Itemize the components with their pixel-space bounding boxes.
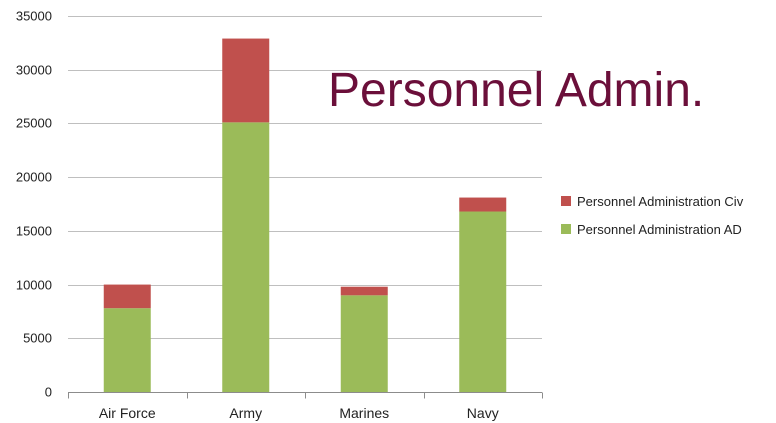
x-tick-label: Army (229, 405, 262, 421)
bar-personnel-administration-ad-air-force (103, 308, 151, 392)
bar-personnel-administration-ad-marines (340, 295, 388, 392)
legend-label: Personnel Administration Civ (577, 194, 744, 209)
tick-labels: 0 5000 10000 15000 20000 25000 30000 35000 Air F… (16, 9, 499, 422)
bar-personnel-administration-civ-marines (340, 286, 388, 296)
bar-personnel-administration-civ-navy (459, 197, 507, 212)
x-tick-label: Air Force (99, 405, 156, 421)
x-tick-label: Navy (467, 405, 499, 421)
y-tick-label: 15000 (16, 224, 52, 239)
legend-label: Personnel Administration AD (577, 222, 742, 237)
legend: Personnel Administration Civ Personnel Ad… (561, 194, 744, 237)
y-tick-label: 30000 (16, 63, 52, 78)
x-tick-label: Marines (339, 405, 389, 421)
bars (103, 38, 507, 393)
y-tick-label: 35000 (16, 9, 52, 24)
legend-swatch (561, 196, 571, 206)
bar-personnel-administration-civ-air-force (103, 284, 151, 309)
y-tick-label: 20000 (16, 170, 52, 185)
y-tick-label: 10000 (16, 278, 52, 293)
bar-personnel-administration-ad-navy (459, 211, 507, 392)
y-tick-label: 25000 (16, 116, 52, 131)
bar-personnel-administration-ad-army (222, 122, 270, 393)
axes (68, 392, 543, 399)
chart-title: Personnel Admin. (328, 64, 704, 117)
legend-swatch (561, 224, 571, 234)
y-tick-label: 5000 (23, 331, 52, 346)
y-tick-label: 0 (45, 385, 52, 400)
bar-personnel-administration-civ-army (222, 38, 270, 123)
